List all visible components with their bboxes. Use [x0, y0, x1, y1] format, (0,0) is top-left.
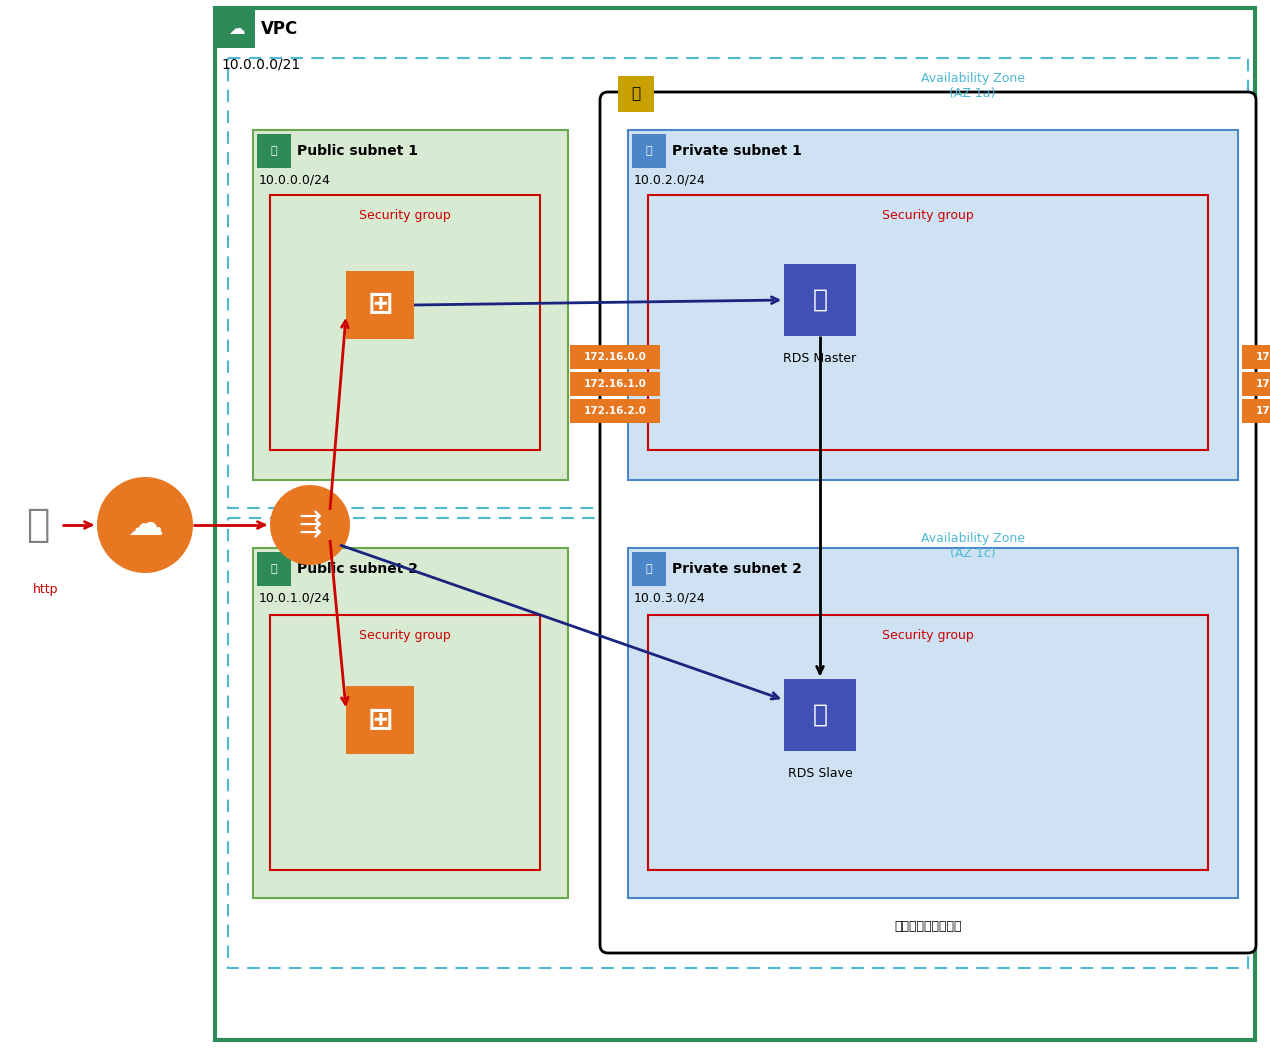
Text: 172.16.0.0: 172.16.0.0: [583, 352, 646, 362]
Bar: [784, 264, 856, 336]
Circle shape: [97, 477, 193, 573]
Bar: [253, 548, 568, 898]
Bar: [217, 10, 255, 48]
Bar: [632, 134, 665, 168]
Bar: [618, 76, 654, 112]
Bar: [627, 130, 1238, 480]
Text: Security group: Security group: [883, 629, 974, 642]
Bar: [784, 679, 856, 751]
Bar: [648, 195, 1208, 450]
Bar: [271, 195, 540, 450]
Text: 10.0.2.0/24: 10.0.2.0/24: [634, 173, 706, 187]
Bar: [627, 548, 1238, 898]
Text: Private subnet 1: Private subnet 1: [672, 144, 801, 158]
Text: 🔒: 🔒: [271, 564, 277, 574]
Text: ⇶: ⇶: [298, 511, 321, 539]
Text: http: http: [33, 583, 58, 596]
Text: ☁: ☁: [227, 20, 244, 38]
Circle shape: [271, 485, 351, 565]
Bar: [648, 615, 1208, 870]
Text: 🔒: 🔒: [631, 86, 640, 102]
Text: 10.0.3.0/24: 10.0.3.0/24: [634, 591, 706, 605]
Bar: [632, 552, 665, 586]
Text: Public subnet 1: Public subnet 1: [297, 144, 418, 158]
Bar: [257, 552, 291, 586]
Text: Private subnet 2: Private subnet 2: [672, 562, 801, 576]
Text: 172.16.2.0: 172.16.2.0: [1256, 406, 1270, 416]
Text: 172.16.1.0: 172.16.1.0: [1256, 379, 1270, 388]
Text: ⊞: ⊞: [367, 291, 392, 319]
Bar: [570, 399, 660, 423]
Text: ☁: ☁: [127, 508, 163, 542]
Text: Public subnet 2: Public subnet 2: [297, 562, 418, 576]
Text: 🔒: 🔒: [645, 564, 653, 574]
Bar: [271, 615, 540, 870]
Text: ⊞: ⊞: [367, 706, 392, 735]
Text: 🖥: 🖥: [27, 506, 50, 544]
Text: 10.0.0.0/24: 10.0.0.0/24: [259, 173, 331, 187]
Text: 172.16.1.0: 172.16.1.0: [583, 379, 646, 388]
Bar: [253, 130, 568, 480]
Text: RDS Slave: RDS Slave: [787, 766, 852, 780]
Bar: [229, 518, 1248, 968]
Bar: [345, 686, 414, 754]
Bar: [570, 372, 660, 396]
Text: 🗄: 🗄: [813, 288, 828, 312]
Text: 10.0.0.0/21: 10.0.0.0/21: [221, 57, 300, 71]
Text: 10.0.1.0/24: 10.0.1.0/24: [259, 591, 330, 605]
Text: 172.16.0.0: 172.16.0.0: [1256, 352, 1270, 362]
Text: 🔒: 🔒: [645, 146, 653, 156]
FancyBboxPatch shape: [599, 92, 1256, 953]
Text: サブネットグループ: サブネットグループ: [894, 920, 961, 933]
Bar: [345, 271, 414, 339]
Text: Security group: Security group: [359, 629, 451, 642]
Text: Availability Zone
(AZ 1a): Availability Zone (AZ 1a): [921, 72, 1025, 100]
Text: VPC: VPC: [262, 20, 298, 38]
Text: 🗄: 🗄: [813, 704, 828, 727]
Text: Security group: Security group: [883, 209, 974, 222]
Bar: [570, 345, 660, 369]
Bar: [1242, 372, 1270, 396]
Bar: [1242, 399, 1270, 423]
Text: RDS Master: RDS Master: [784, 352, 856, 365]
Text: Availability Zone
(AZ 1c): Availability Zone (AZ 1c): [921, 532, 1025, 560]
Text: 172.16.2.0: 172.16.2.0: [583, 406, 646, 416]
Text: 🔒: 🔒: [271, 146, 277, 156]
Bar: [1242, 345, 1270, 369]
Text: Security group: Security group: [359, 209, 451, 222]
Bar: [229, 58, 1248, 508]
Bar: [257, 134, 291, 168]
Bar: [215, 8, 1255, 1040]
